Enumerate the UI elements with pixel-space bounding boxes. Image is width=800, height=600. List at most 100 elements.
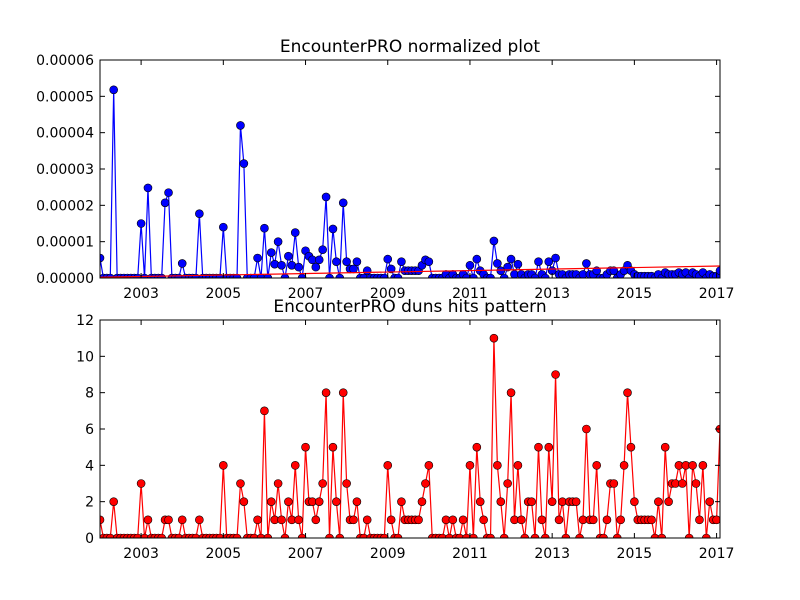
y-tick-label: 0.00001 [36, 235, 94, 251]
data-point [177, 515, 187, 525]
data-point [362, 266, 372, 276]
data-point [349, 264, 358, 274]
data-point [445, 533, 454, 538]
data-point [609, 266, 619, 276]
data-point [513, 461, 523, 470]
data-layer [100, 333, 720, 538]
y-tick-label: 10 [76, 349, 94, 365]
data-point [678, 479, 687, 488]
data-point [472, 254, 482, 264]
data-point [157, 533, 166, 538]
data-point [715, 266, 720, 276]
data-point [712, 515, 720, 525]
data-point [397, 497, 406, 506]
data-point [414, 515, 423, 525]
data-point [684, 533, 694, 538]
data-point [219, 222, 228, 232]
series-line [100, 265, 720, 278]
y-tick-label: 4 [85, 458, 94, 474]
data-point [342, 257, 351, 266]
data-point [325, 533, 334, 538]
data-point [496, 266, 506, 276]
data-point [215, 533, 225, 538]
data-point [479, 515, 488, 525]
axes-frame [99, 59, 721, 279]
data-point [335, 273, 345, 278]
y-tick-label: 12 [76, 313, 94, 329]
x-tick-label: 2017 [699, 286, 735, 302]
data-point [664, 497, 673, 506]
data-point [582, 259, 591, 268]
data-point [314, 255, 324, 265]
x-tick-label: 2013 [534, 546, 570, 562]
data-point [691, 479, 701, 488]
data-point [136, 479, 146, 488]
chart-title: EncounterPRO normalized plot [280, 37, 541, 57]
data-point [626, 442, 636, 452]
data-point [616, 515, 625, 525]
x-tick-label: 2007 [288, 546, 324, 562]
data-point [513, 259, 523, 269]
data-point [164, 515, 173, 525]
data-point [537, 515, 547, 525]
data-point [260, 406, 269, 416]
data-point [164, 188, 173, 197]
data-point [277, 515, 286, 525]
data-point [280, 533, 290, 538]
data-point [544, 442, 554, 452]
data-point [575, 533, 584, 538]
data-point [551, 253, 560, 263]
data-point [654, 497, 663, 506]
data-point [380, 533, 389, 538]
data-point [469, 533, 478, 538]
data-point [630, 497, 639, 506]
data-point [397, 257, 406, 266]
data-point [311, 515, 321, 525]
data-point [136, 219, 146, 228]
y-tick-label: 0.00000 [36, 271, 94, 287]
data-point [554, 515, 564, 525]
data-point [380, 273, 389, 278]
data-point [318, 245, 327, 254]
data-point [448, 515, 458, 525]
data-point [647, 515, 656, 525]
data-point [239, 497, 249, 506]
data-point [100, 515, 105, 525]
data-point [688, 461, 697, 470]
data-point [352, 257, 362, 266]
data-point [321, 192, 331, 202]
data-point [695, 515, 704, 525]
data-point [266, 248, 276, 257]
data-point [657, 533, 667, 538]
data-point [544, 257, 554, 266]
x-tick-label: 2003 [123, 286, 159, 302]
data-point [325, 273, 334, 278]
data-point [602, 515, 612, 525]
data-point [290, 228, 300, 237]
data-point [438, 533, 447, 538]
data-point [232, 533, 242, 538]
data-point [219, 461, 228, 470]
data-point [359, 273, 369, 278]
data-point [547, 497, 557, 506]
x-tick-label: 2011 [452, 286, 488, 302]
data-point [393, 273, 403, 278]
data-point [582, 424, 591, 434]
data-point [499, 273, 509, 278]
data-point [140, 533, 149, 538]
y-tick-label: 0.00006 [36, 53, 94, 69]
data-point [386, 264, 396, 274]
data-point [338, 388, 348, 397]
data-point [571, 497, 581, 506]
data-point [239, 159, 249, 168]
data-point [650, 533, 660, 538]
data-point [253, 515, 262, 525]
data-point [534, 442, 543, 452]
data-point [177, 259, 187, 268]
data-point [503, 479, 512, 488]
x-tick-label: 2017 [699, 546, 735, 562]
y-tick-label: 0.00005 [36, 89, 94, 105]
data-point [530, 533, 540, 538]
data-point [588, 515, 598, 525]
data-point [520, 533, 530, 538]
